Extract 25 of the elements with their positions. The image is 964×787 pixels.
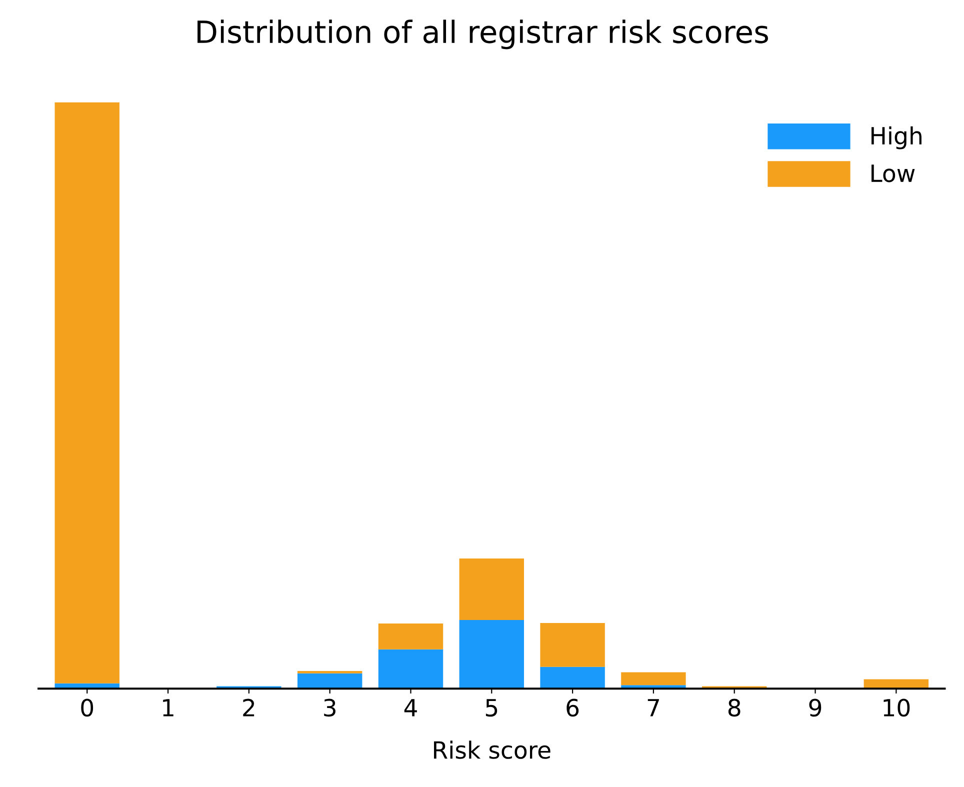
x-axis-title: Risk score [434, 740, 550, 759]
x-tick-label: 2 [243, 698, 254, 716]
x-tick-label: 9 [809, 698, 822, 717]
x-tick-label: 10 [884, 698, 910, 717]
bar [54, 102, 120, 684]
bar [864, 679, 929, 689]
chart-title: Distribution of all registrar risk scores [198, 20, 768, 50]
x-tick-label: 0 [81, 698, 94, 717]
bar [459, 620, 524, 689]
legend-label: Low [872, 164, 915, 182]
bar [378, 624, 444, 650]
x-tick-label: 6 [566, 698, 579, 717]
legend-label: High [872, 126, 922, 150]
bar [621, 672, 686, 686]
x-tick-label: 1 [163, 699, 174, 716]
x-tick-label: 4 [404, 699, 417, 716]
bar [540, 622, 605, 667]
x-tick-label: 5 [486, 699, 498, 717]
x-tick-label: 3 [324, 698, 336, 717]
bar [540, 666, 605, 689]
bar [378, 649, 444, 689]
x-tick-label: 8 [728, 698, 740, 717]
x-tick-label: 7 [648, 699, 659, 716]
bar [459, 558, 524, 620]
bar [297, 673, 362, 689]
